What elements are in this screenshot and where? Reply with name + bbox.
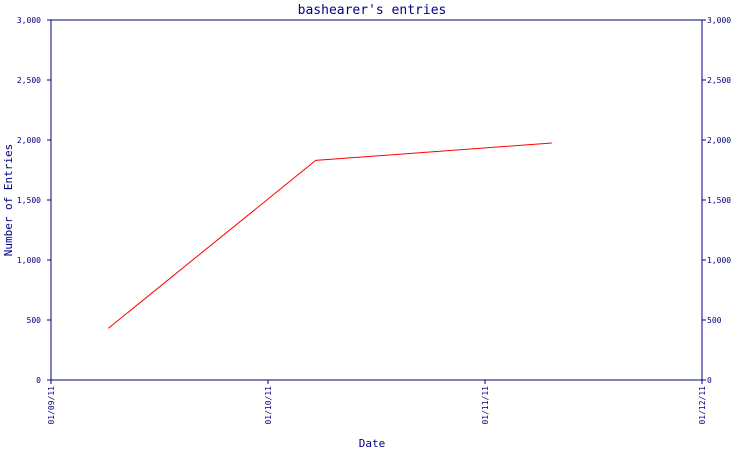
x-tick-label: 01/12/11 (698, 386, 707, 425)
y-axis-label: Number of Entries (2, 144, 15, 257)
series-line-0 (107, 142, 552, 329)
y-axis-left: 0 500 1,000 1,500 2,000 2,500 3,000 (17, 16, 51, 385)
y-tick-label-left: 2,500 (17, 76, 41, 85)
x-tick-label: 01/09/11 (47, 386, 56, 425)
y-tick-label-left: 500 (27, 316, 42, 325)
y-tick-label-left: 3,000 (17, 16, 41, 25)
y-tick-label-right: 1,500 (707, 196, 731, 205)
y-tick-label-left: 2,000 (17, 136, 41, 145)
y-tick-label-left: 1,500 (17, 196, 41, 205)
x-tick-label: 01/10/11 (264, 386, 273, 425)
x-tick-label: 01/11/11 (481, 386, 490, 425)
y-tick-label-right: 1,000 (707, 256, 731, 265)
y-tick-label-right: 0 (707, 376, 712, 385)
chart-title: bashearer's entries (298, 3, 447, 18)
y-tick-label-right: 3,000 (707, 16, 731, 25)
x-axis: 01/09/11 01/10/11 01/11/11 01/12/11 (47, 380, 707, 425)
x-axis-label: Date (359, 437, 386, 450)
y-tick-label-left: 0 (36, 376, 41, 385)
y-tick-label-left: 1,000 (17, 256, 41, 265)
y-tick-label-right: 2,000 (707, 136, 731, 145)
series-layer (107, 142, 552, 329)
y-tick-label-right: 2,500 (707, 76, 731, 85)
y-tick-label-right: 500 (707, 316, 722, 325)
y-axis-right: 0 500 1,000 1,500 2,000 2,500 3,000 (702, 16, 731, 385)
